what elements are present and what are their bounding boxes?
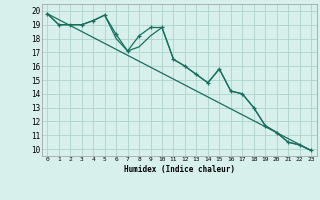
- X-axis label: Humidex (Indice chaleur): Humidex (Indice chaleur): [124, 165, 235, 174]
